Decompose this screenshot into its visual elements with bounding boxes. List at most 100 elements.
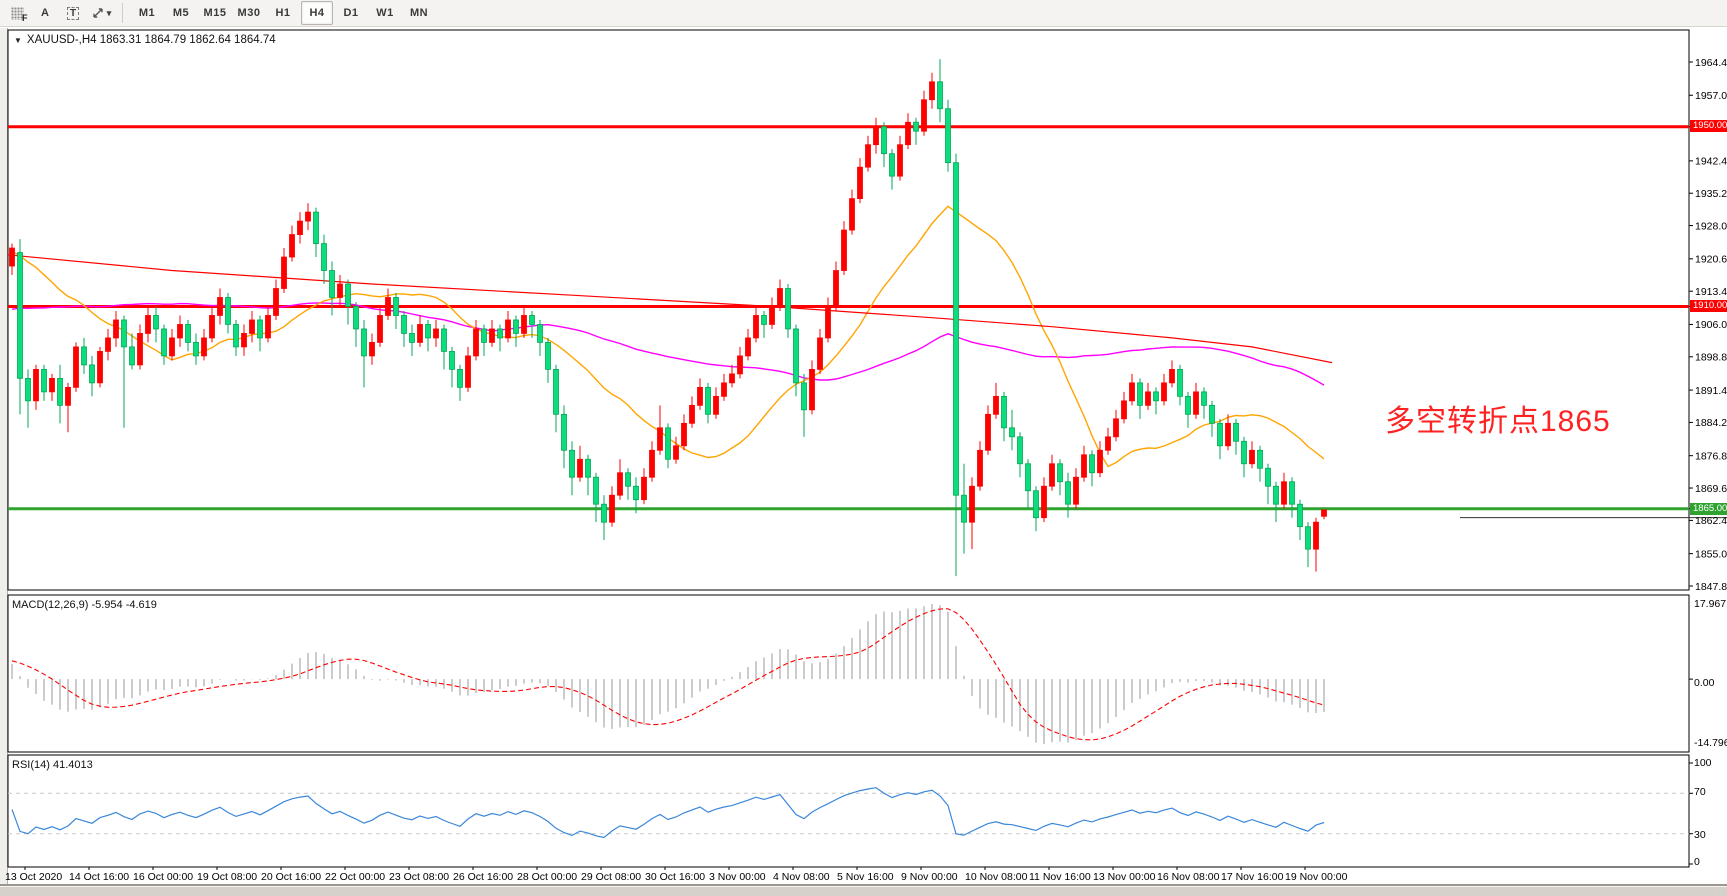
candle-body xyxy=(697,386,703,406)
toolbar: F A T ▾ M1 M5 M15 M30 H1 H4 D1 W1 MN xyxy=(0,0,1727,27)
candle-body xyxy=(801,382,807,411)
candle-body xyxy=(65,386,71,406)
rsi-level-70: 70 xyxy=(1694,786,1706,798)
candle-body xyxy=(833,270,839,307)
time-tick-label: 5 Nov 16:00 xyxy=(837,871,894,883)
candle-body xyxy=(1097,449,1103,474)
macd-histogram xyxy=(11,604,1325,744)
price-tick-label: 1942.40 xyxy=(1695,156,1727,168)
text-label-button[interactable]: A xyxy=(32,1,58,25)
candle-body xyxy=(977,449,983,487)
candle-body xyxy=(57,377,63,406)
rsi-level-0: 0 xyxy=(1694,856,1700,868)
price-badge-1865: 1865.00 xyxy=(1690,503,1727,515)
time-tick-label: 11 Nov 16:00 xyxy=(1029,871,1091,883)
candle-body xyxy=(1033,490,1039,519)
time-tick-label: 29 Oct 08:00 xyxy=(581,871,641,883)
candle-body xyxy=(673,445,679,460)
macd-indicator-label: MACD(12,26,9) -5.954 -4.619 xyxy=(12,599,157,611)
rsi-indicator-label: RSI(14) 41.4013 xyxy=(12,759,93,771)
text-box-button[interactable]: T xyxy=(60,1,86,25)
candle-body xyxy=(273,288,279,316)
candle-body xyxy=(745,337,751,357)
candle-body xyxy=(993,395,999,415)
timeframe-m1-button[interactable]: M1 xyxy=(138,7,156,19)
timeframe-d1-button[interactable]: D1 xyxy=(343,7,359,19)
candle-body xyxy=(521,315,527,334)
timeframe-m15-button[interactable]: M15 xyxy=(203,7,227,19)
candle-body xyxy=(233,324,239,348)
candle-body xyxy=(73,346,79,388)
time-tick-label: 30 Oct 16:00 xyxy=(645,871,705,883)
candle-body xyxy=(1273,485,1279,505)
candle-body xyxy=(665,427,671,460)
price-tick-label: 1928.00 xyxy=(1695,220,1727,232)
grid-icon: F xyxy=(10,6,28,23)
candle-body xyxy=(1249,449,1255,465)
text-box-icon: T xyxy=(66,6,80,20)
price-tick-label: 1869.60 xyxy=(1695,483,1727,495)
time-tick-label: 22 Oct 00:00 xyxy=(325,871,385,883)
candle-body xyxy=(329,270,335,298)
candle-body xyxy=(369,342,375,357)
time-tick-label: 16 Oct 00:00 xyxy=(133,871,193,883)
candle-body xyxy=(577,458,583,478)
candle-body xyxy=(769,306,775,325)
candle-body xyxy=(145,315,151,334)
timeframe-m30-button[interactable]: M30 xyxy=(237,7,261,19)
candle-body xyxy=(89,364,95,384)
candle-body xyxy=(1289,481,1295,505)
candle-body xyxy=(953,162,959,496)
macd-scale-min: -14.796 xyxy=(1694,737,1727,749)
timeframe-w1-button[interactable]: W1 xyxy=(376,7,394,19)
time-tick-label: 4 Nov 08:00 xyxy=(773,871,830,883)
collapse-triangle-icon[interactable]: ▼ xyxy=(14,35,22,45)
candle-body xyxy=(1193,391,1199,415)
arrows-tool-button[interactable]: ▾ xyxy=(88,1,114,25)
timeframe-h1-button[interactable]: H1 xyxy=(275,7,291,19)
candle-body xyxy=(209,315,215,339)
price-tick-label: 1920.60 xyxy=(1695,254,1727,266)
candle-body xyxy=(497,328,503,339)
candles-series xyxy=(9,59,1327,577)
candle-body xyxy=(849,198,855,231)
candle-body xyxy=(593,476,599,505)
candle-body xyxy=(1049,463,1055,487)
candle-body xyxy=(1041,485,1047,519)
candle-body xyxy=(25,377,31,402)
candle-body xyxy=(401,315,407,334)
timeframe-h4-button[interactable]: H4 xyxy=(301,1,333,25)
candle-body xyxy=(721,382,727,397)
candle-body xyxy=(865,144,871,168)
timeframe-m5-button[interactable]: M5 xyxy=(172,7,190,19)
candle-body xyxy=(409,333,415,343)
candle-body xyxy=(305,211,311,222)
candle-body xyxy=(1305,526,1311,550)
candle-body xyxy=(753,315,759,339)
candle-body xyxy=(529,315,535,325)
macd-scale-max: 17.967 xyxy=(1694,598,1727,610)
timeframe-mn-button[interactable]: MN xyxy=(409,7,429,19)
candle-body xyxy=(729,373,735,384)
candle-body xyxy=(1025,463,1031,492)
time-tick-label: 16 Nov 08:00 xyxy=(1157,871,1220,883)
candle-body xyxy=(81,346,87,366)
rsi-line xyxy=(11,787,1325,839)
candle-body xyxy=(353,306,359,330)
candle-body xyxy=(961,494,967,523)
letter-a-icon: A xyxy=(41,7,49,19)
candle-body xyxy=(809,368,815,411)
candle-body xyxy=(201,337,207,357)
candle-body xyxy=(481,328,487,343)
candle-body xyxy=(241,333,247,348)
candle-body xyxy=(585,458,591,478)
candle-body xyxy=(1121,400,1127,420)
candle-body xyxy=(1137,382,1143,406)
time-tick-label: 14 Oct 16:00 xyxy=(69,871,129,883)
candle-body xyxy=(1265,467,1271,487)
chevron-down-icon: ▾ xyxy=(106,7,112,18)
candle-body xyxy=(841,229,847,271)
grid-template-button[interactable]: F xyxy=(4,1,30,25)
